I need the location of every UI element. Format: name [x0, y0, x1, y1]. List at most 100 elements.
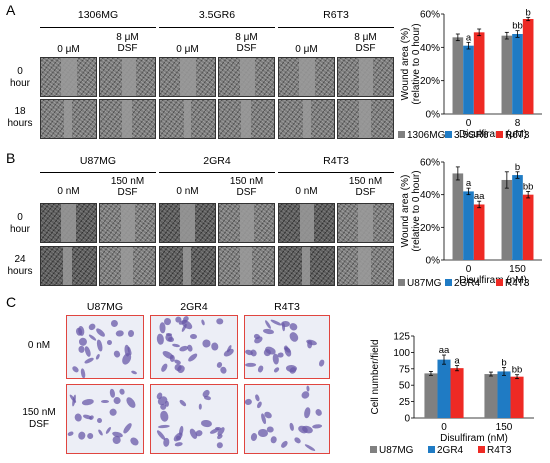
y-axis-label-line2: (relative to 0 hour) [411, 23, 422, 104]
bar-R4T3-150 [522, 194, 534, 260]
panel-b-cellline-3: R4T3 [323, 155, 349, 167]
stained-cell [97, 428, 104, 436]
wound-image [40, 203, 97, 243]
stained-cell [279, 440, 289, 450]
stained-cell [95, 353, 101, 360]
bar-1306MG-8 [501, 35, 513, 114]
stained-cell [185, 344, 194, 353]
legend-label: R6T3 [505, 130, 530, 141]
legend-label: 2GR4 [454, 278, 481, 289]
panel-b-cond-0-g2: 0 nM [176, 186, 199, 197]
stained-cell [157, 424, 170, 429]
panel-b-cond-1-g2: 150 nM DSF [229, 176, 264, 198]
bar-R4T3-150 [510, 376, 524, 418]
x-tick-label: 8 [515, 118, 521, 129]
chart-cell-number: Cell number/field 0 25 50 75 100 125 aaa 0 bbb 150… [370, 332, 534, 456]
chart-wound-area-nM: Wound area (%)(relative to 0 hour) 0% 20% 4… [398, 158, 542, 289]
significance-label: a [466, 32, 472, 43]
stained-cell [113, 350, 122, 359]
stained-cell [130, 370, 138, 376]
panel-b-row-1: 24 hours [7, 254, 33, 277]
stained-cell [311, 423, 323, 430]
stained-cell [269, 318, 282, 327]
stained-cell [245, 363, 257, 368]
legend-swatch-2GR4 [428, 446, 435, 453]
chart-wound-area-uM: Wound area (%)(relative to 0 hour) 0% 20% 4… [398, 7, 542, 141]
bar-2GR4-0 [437, 359, 451, 418]
legend-label: 2GR4 [437, 445, 464, 456]
x-axis-label: Disulfiram (nM) [459, 275, 527, 286]
panel-b-header-rule-3 [278, 172, 394, 173]
wound-image [159, 203, 216, 243]
panel-a-cond-1-g1: 8 μM DSF [116, 32, 139, 54]
significance-label: aa [439, 345, 450, 356]
wound-image [99, 246, 156, 286]
stained-cell [128, 435, 141, 447]
y-axis-label-line1: Wound area (%) [400, 175, 411, 248]
wound-image [278, 57, 335, 97]
x-axis-label: Disulfiram (μM) [459, 129, 527, 140]
stained-cell [104, 426, 112, 436]
wound-image [337, 57, 394, 97]
legend-label: U87MG [407, 278, 442, 289]
panel-a-cond-0-g1: 0 μM [57, 44, 80, 55]
y-tick-label: 60% [420, 158, 440, 169]
panel-a-row-1: 18 hours [7, 106, 33, 129]
x-tick-label: 0 [466, 264, 472, 275]
stained-cell [285, 364, 297, 372]
stained-cell [280, 320, 290, 328]
panel-a-cond-0-g3: 0 μM [295, 44, 318, 55]
stained-cell [293, 436, 303, 446]
panel-c-cellline-1: U87MG [86, 301, 124, 313]
stained-cell [127, 329, 135, 338]
y-tick-label: 20% [420, 223, 440, 234]
panel-a-cond-1-g2: 8 μM DSF [235, 32, 258, 54]
y-tick-label: 75 [399, 364, 411, 375]
bar-3.5GR6-8 [512, 34, 523, 114]
significance-label: bb [523, 181, 534, 192]
y-tick-label: 25 [399, 397, 411, 408]
stained-cell [186, 351, 199, 363]
stained-cell [159, 410, 170, 423]
stained-cell [303, 407, 311, 419]
y-axis-label-line1: Cell number/field [370, 339, 381, 414]
bar-1306MG-0 [452, 37, 464, 115]
stained-cell [83, 357, 95, 365]
panel-b-cond-0-g3: 0 nM [295, 186, 318, 197]
panel-a-row-0: 0 hour [9, 66, 30, 89]
stained-cell [273, 366, 280, 374]
panel-b-letter: B [6, 150, 16, 166]
wound-image [159, 99, 216, 139]
wound-image [40, 57, 97, 97]
panel-c-cellline-2: 2GR4 [180, 301, 208, 313]
stained-cell [262, 328, 275, 336]
stained-cell [245, 398, 253, 406]
stained-cell [77, 345, 85, 353]
significance-label: aa [474, 191, 485, 202]
panel-a-cond-1-g3: 8 μM DSF [354, 32, 377, 54]
y-tick-label: 20% [420, 76, 440, 87]
stained-cell [178, 398, 187, 407]
bar-3.5GR6-0 [463, 45, 474, 114]
y-tick-label: 0% [426, 256, 441, 267]
transwell-image [66, 315, 144, 379]
stained-cell [88, 333, 97, 342]
legend-label: R4T3 [505, 278, 530, 289]
stained-cell [81, 398, 95, 407]
transwell-image [244, 315, 330, 379]
y-tick-label: 100 [393, 348, 410, 359]
stained-cell [108, 407, 118, 417]
stained-cell [200, 319, 206, 326]
bar-R4T3-0 [450, 368, 464, 418]
x-tick-label: 150 [496, 422, 513, 433]
y-tick-label: 50 [399, 381, 411, 392]
bar-2GR4-0 [463, 191, 474, 260]
legend-label: U87MG [379, 445, 414, 456]
panel-c-row-1: 150 nM DSF [22, 407, 56, 430]
y-axis-label: Cell number/field [370, 339, 381, 414]
panel-b-row-0: 0 hour [9, 212, 30, 235]
transwell-image [66, 384, 144, 454]
stained-cell [314, 407, 323, 417]
significance-label: bb [512, 365, 523, 376]
stained-cell [307, 339, 312, 348]
